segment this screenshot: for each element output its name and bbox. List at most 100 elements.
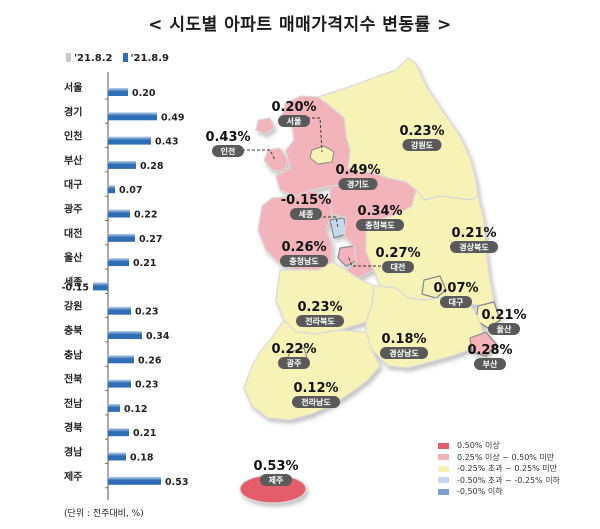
map-value: 0.49%: [335, 163, 380, 178]
map-label: 0.07%대구: [433, 281, 479, 308]
bar: [108, 331, 142, 339]
leader-sejong: [318, 216, 339, 229]
map-name: 강원도: [411, 140, 434, 150]
map-legend-label: -0.50% 이하: [457, 487, 503, 497]
map-name-pill: [296, 315, 344, 327]
map-name: 세종: [299, 209, 314, 219]
map-label: 0.12%전라남도: [292, 381, 340, 408]
map-name: 전라남도: [301, 397, 331, 407]
map-name: 서울: [287, 116, 302, 126]
map-label: 0.23%강원도: [399, 124, 445, 151]
map-label: 0.53%제주: [253, 459, 299, 486]
value-label: 0.21: [133, 258, 156, 269]
bar: [108, 88, 128, 96]
category-label: 경남: [64, 446, 83, 459]
map-label: 0.22%광주: [271, 342, 317, 369]
map-label: 0.43%인천: [205, 130, 251, 157]
map-legend-item: 0.25% 이상 ~ 0.50% 미만: [438, 452, 560, 464]
map-legend-swatch: [438, 465, 449, 472]
map-label: 0.34%충청북도: [356, 204, 404, 231]
map-legend: 0.50% 이상 0.25% 이상 ~ 0.50% 미만 -0.25% 초과 ~ 0…: [438, 440, 560, 498]
bar: [108, 403, 120, 412]
unit-note: (단위 : 전주대비, %): [64, 509, 144, 519]
bar: [108, 233, 135, 242]
map-legend-label: -0.50% 초과 ~ -0.25% 이하: [457, 475, 560, 485]
map-name-pill: [440, 296, 472, 308]
region-jeonnam: [243, 319, 381, 421]
category-label: 전북: [64, 373, 82, 386]
value-label: -0.15: [62, 282, 89, 293]
category-label: 충북: [64, 324, 82, 337]
map-name-pill: [212, 145, 244, 157]
bar: [108, 185, 115, 194]
map-label: 0.27%대전: [375, 246, 421, 273]
map-name-pill: [338, 178, 378, 190]
map-name: 대전: [391, 262, 406, 272]
category-label: 충남: [64, 348, 83, 361]
map-name: 인천: [221, 146, 236, 156]
map-name-pill: [278, 115, 310, 127]
map-name: 경기도: [347, 179, 370, 189]
map-name-pill: [292, 396, 340, 408]
legend-prev: '21.8.2: [66, 53, 113, 64]
bar: [108, 379, 131, 388]
map-name: 대구: [449, 297, 464, 307]
map-name-pill: [290, 208, 322, 220]
bar: [108, 476, 161, 485]
category-label: 제주: [64, 470, 82, 483]
value-label: 0.21: [133, 428, 156, 439]
category-label: 서울: [64, 81, 82, 94]
value-label: 0.43: [155, 137, 178, 148]
map-name: 경상북도: [459, 242, 489, 252]
category-label: 부산: [64, 154, 83, 167]
map-value: 0.53%: [253, 459, 298, 474]
map-label: -0.15%세종: [281, 193, 331, 220]
bar: [108, 258, 129, 267]
bar: [108, 452, 126, 461]
map-legend-label: 0.25% 이상 ~ 0.50% 미만: [457, 452, 555, 462]
map-value: 0.22%: [271, 342, 316, 357]
map-value: 0.28%: [467, 343, 512, 358]
map-legend-swatch: [438, 488, 449, 495]
value-label: 0.27: [139, 234, 162, 245]
category-label: 인천: [64, 130, 82, 143]
map-label: 0.26%충청남도: [280, 240, 328, 267]
value-label: 0.34: [146, 331, 170, 342]
bar: [108, 306, 131, 315]
map-name: 광주: [287, 358, 302, 368]
leader-incheon: [232, 149, 276, 161]
map-name-pill: [474, 358, 506, 370]
legend-curr-label: '21.8.9: [130, 53, 170, 64]
value-label: 0.26: [138, 355, 162, 366]
map-legend-label: 0.50% 이상: [457, 441, 500, 451]
map-value: 0.07%: [433, 281, 478, 296]
map-value: 0.26%: [281, 240, 326, 255]
leader-seoul: [292, 117, 323, 153]
legend-curr: '21.8.9: [122, 53, 170, 64]
region-daejeon: [337, 245, 359, 267]
map-name: 부산: [483, 359, 498, 369]
map-value: 0.34%: [357, 204, 402, 219]
map-name-pill: [278, 357, 310, 369]
page-title: < 시도별 아파트 매매가격지수 변동률 >: [148, 15, 452, 35]
region-seoul: [309, 145, 335, 165]
map-name: 충청남도: [289, 256, 319, 266]
map-legend-item: -0.25% 초과 ~ 0.25% 미만: [438, 463, 560, 475]
category-label: 광주: [64, 204, 82, 216]
value-label: 0.18: [130, 453, 154, 464]
category-label: 울산: [64, 251, 83, 264]
map-name-pill: [450, 241, 498, 253]
map-name-pill: [382, 261, 414, 273]
map-value: 0.12%: [293, 381, 338, 396]
map-name: 울산: [497, 324, 512, 334]
value-label: 0.20: [132, 88, 156, 99]
map-value: 0.21%: [451, 226, 496, 241]
bar: [108, 112, 157, 121]
map-name: 경상남도: [389, 348, 419, 358]
bar: [108, 209, 130, 218]
category-label: 대구: [64, 178, 82, 191]
map-value: 0.21%: [481, 308, 526, 323]
map-name-pill: [356, 219, 404, 231]
value-label: 0.23: [135, 380, 158, 391]
